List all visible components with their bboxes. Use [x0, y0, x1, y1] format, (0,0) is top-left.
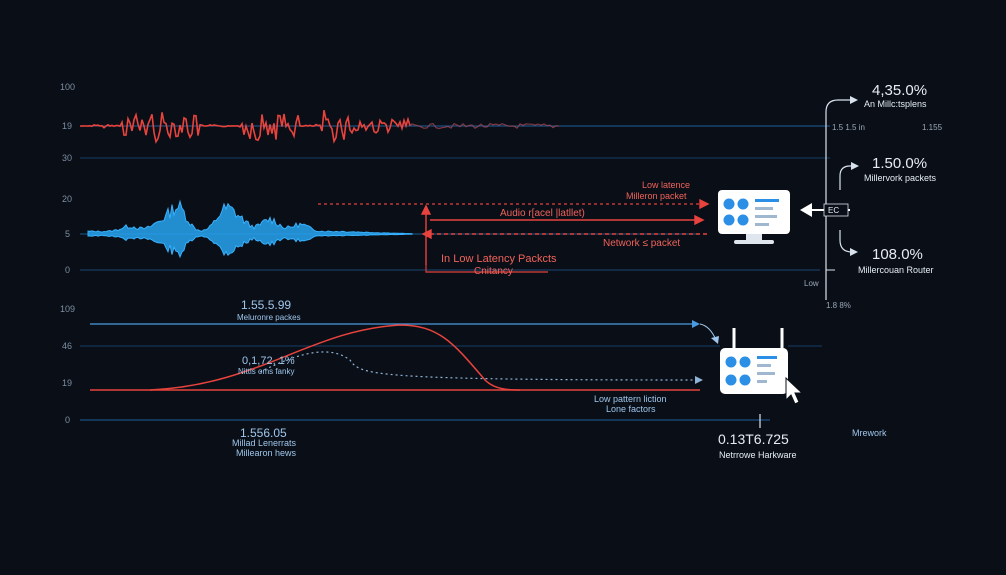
lower-labels: 1.55.5.99 Meluronre packes 0,1,72, 1% Ni…: [232, 298, 887, 460]
lower-mid-label: Nittls oms fanky: [238, 367, 294, 376]
upper-grid: [80, 125, 830, 271]
monitor-bar: [755, 215, 777, 218]
lower-bottom-label2: Millearon hews: [236, 448, 297, 458]
label-low-latency-packets: In Low Latency Packcts: [441, 253, 557, 265]
router-dot: [725, 356, 737, 368]
lower-ticks: 109 46 19 0: [60, 304, 75, 425]
label-milleron-packet: Milleron packet: [626, 191, 687, 201]
upper-ticks: 100 19 30 20 5 0: [60, 82, 75, 275]
upper-tick-0: 0: [65, 265, 70, 275]
router-device: [720, 328, 804, 405]
label-low-latence: Low latence: [642, 180, 690, 190]
router-bar: [757, 372, 775, 375]
label-cnitancy: Cnitancy: [474, 266, 513, 277]
right-bracket-top: [825, 99, 852, 300]
lower-tick-109: 109: [60, 304, 75, 314]
red-latency-curve: [149, 324, 521, 391]
lone-factors-label: Lone factors: [606, 404, 656, 414]
arrow-head-icon: [850, 96, 858, 104]
red-audio-waveform: [79, 110, 411, 144]
dashed-arrow-top-head: [699, 198, 710, 210]
lower-tick-19: 19: [62, 378, 72, 388]
lower-tick-46: 46: [62, 341, 72, 351]
arrow-audio-packet-head: [694, 214, 705, 226]
monitor-icon: [718, 190, 790, 234]
upper-tick-30: 30: [62, 153, 72, 163]
arrow-head-icon: [850, 248, 858, 256]
stat2-value: 1.50.0%: [872, 155, 927, 172]
dotted-blue-curve: [259, 351, 701, 381]
lower-tick-0: 0: [65, 415, 70, 425]
router-dot: [739, 374, 751, 386]
vertical-up-arrow-head: [420, 204, 432, 215]
stat3-value: 108.0%: [872, 246, 923, 263]
hw-value: 0.13T6.725: [718, 431, 789, 447]
lower-top-value: 1.55.5.99: [241, 298, 291, 312]
stat1-value: 4,35.0%: [872, 82, 927, 99]
network-label: Mrework: [852, 428, 887, 438]
router-bar: [757, 380, 767, 383]
dotted-arrow-head: [695, 376, 703, 384]
upper-red-arrows: [318, 198, 710, 273]
router-dot: [725, 374, 737, 386]
monitor-device: [718, 190, 790, 244]
lower-bottom-label1: Millad Lenerrats: [232, 438, 297, 448]
stat1-label: An Millc:tsplens: [864, 99, 927, 109]
pointer-arrow-icon: [800, 203, 812, 217]
red-audio-waveform-tail: [409, 122, 560, 130]
blue-audio-waveform: [87, 199, 413, 259]
monitor-dot: [723, 214, 735, 226]
monitor-dot: [737, 198, 749, 210]
mini-pct-label: 1.8 8%: [826, 301, 851, 310]
upper-tick-19: 19: [62, 121, 72, 131]
mini-low-label: Low: [804, 279, 819, 288]
arrow-badge-text: EC: [828, 206, 839, 215]
arrow-head-icon: [851, 162, 859, 170]
monitor-bar: [755, 223, 769, 226]
right-bracket-low: [839, 230, 853, 253]
stat3-label: Millercouan Router: [858, 265, 934, 275]
monitor-bar: [755, 199, 779, 202]
latency-bracket: [425, 265, 548, 273]
right-bracket-mid: [839, 165, 854, 190]
mini-left-label: 1.5 1.5 in: [832, 123, 865, 132]
lower-lines: [90, 320, 761, 428]
cursor-icon: [785, 376, 804, 405]
monitor-stand: [734, 240, 774, 244]
monitor-dot: [737, 214, 749, 226]
arrow-network-packet-head: [421, 228, 432, 240]
lower-grid: [80, 345, 822, 421]
right-panel: EC 4,35.0% An Millc:tsplens 1.50.0% Mill…: [800, 82, 943, 310]
low-pattern-label: Low pattern liction: [594, 394, 667, 404]
monitor-neck: [746, 234, 762, 240]
router-dot: [739, 356, 751, 368]
lower-bottom-value: 1.556.05: [240, 426, 287, 440]
router-bar: [757, 364, 771, 367]
lower-top-label: Meluronre packes: [237, 313, 301, 322]
top-blue-arrow-head: [692, 320, 700, 328]
router-icon: [720, 348, 788, 394]
hook-arrow-head: [711, 336, 719, 344]
lower-mid-value: 0,1,72, 1%: [242, 355, 295, 367]
mini-right-label: 1.155: [922, 123, 943, 132]
upper-tick-5: 5: [65, 229, 70, 239]
upper-labels: Low latence Milleron packet Audio r[acel…: [441, 180, 690, 277]
label-audio-packet: Audio r[acel |latllet): [500, 208, 585, 219]
arrow-badge: [823, 203, 849, 217]
hw-label: Netrrowe Harkware: [719, 450, 797, 460]
router-bar: [757, 356, 777, 359]
monitor-bar: [755, 207, 773, 210]
upper-tick-20: 20: [62, 194, 72, 204]
label-network-packet: Network ≤ packet: [603, 238, 680, 249]
monitor-dot: [723, 198, 735, 210]
upper-tick-100: 100: [60, 82, 75, 92]
stat2-label: Millervork packets: [864, 173, 937, 183]
